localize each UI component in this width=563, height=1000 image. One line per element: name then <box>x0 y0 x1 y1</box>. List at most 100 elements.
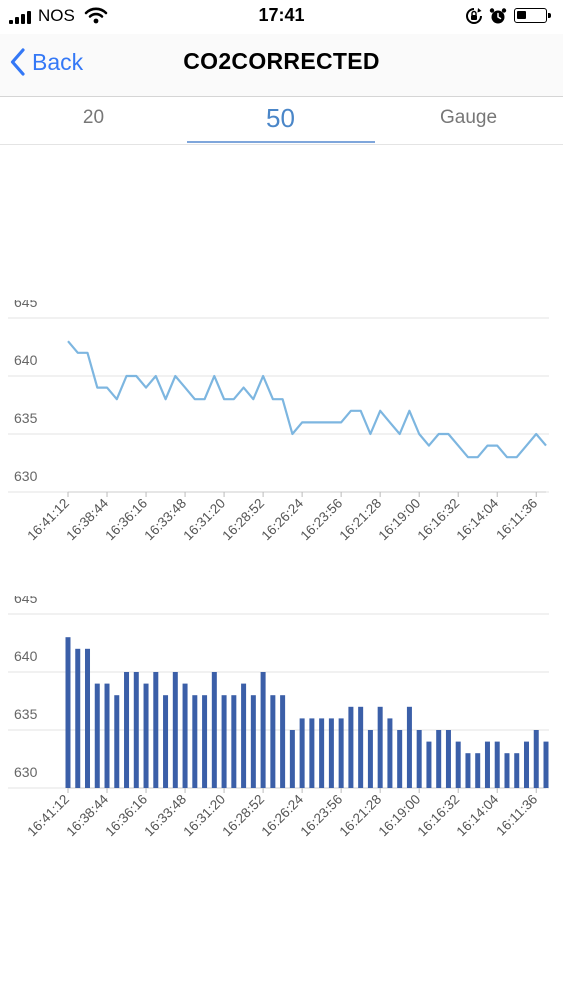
bar-chart-bar <box>475 753 481 788</box>
tab-20[interactable]: 20 <box>82 107 105 128</box>
bar-chart-bar <box>172 672 178 788</box>
bar-chart-bar <box>270 695 276 788</box>
bar-chart-bar <box>231 695 237 788</box>
bar-chart-bar <box>114 695 120 788</box>
status-time: 17:41 <box>258 5 305 25</box>
line-chart-x-tick-label: 16:23:56 <box>297 496 345 544</box>
bar-chart-bar <box>426 741 432 788</box>
line-chart-y-tick-label: 630 <box>14 468 38 484</box>
bar-chart-bar <box>182 683 188 788</box>
line-chart-x-tick-label: 16:36:16 <box>102 496 150 544</box>
bar-chart-bar <box>221 695 227 788</box>
line-chart-y-tick-label: 645 <box>14 300 38 310</box>
bar-chart-x-tick-label: 16:23:56 <box>297 792 345 840</box>
bar-chart-bar <box>455 741 461 788</box>
bar-chart-bar <box>211 672 217 788</box>
tab-gauge[interactable]: Gauge <box>439 107 498 128</box>
bar-chart-bar <box>328 718 334 788</box>
bar-chart-bar <box>543 741 549 788</box>
line-chart-x-tick-label: 16:11:36 <box>493 496 540 543</box>
bar-chart-bar <box>163 695 169 788</box>
battery-icon <box>514 8 551 23</box>
bar-chart-x-tick-label: 16:33:48 <box>141 792 189 840</box>
bar-chart-bar <box>75 648 81 788</box>
line-chart-series-line <box>67 340 547 459</box>
bar-chart-bar <box>367 730 373 788</box>
line-chart-x-tick-label: 16:26:24 <box>258 495 306 543</box>
bar-chart-bar <box>465 753 471 788</box>
bar-chart-bar <box>387 718 393 788</box>
status-bar: NOS 17:41 <box>0 0 563 34</box>
bar-chart-bar <box>65 637 71 788</box>
bar-chart-bar <box>338 718 344 788</box>
line-chart-x-tick-label: 16:16:32 <box>415 496 463 544</box>
bar-chart-bar <box>260 672 266 788</box>
bar-chart-bar <box>436 730 442 788</box>
line-chart-x-tick-label: 16:41:12 <box>24 496 72 544</box>
wifi-icon <box>84 6 108 29</box>
bar-chart-bar <box>348 706 354 788</box>
bar-chart-bar <box>309 718 315 788</box>
bar-chart-bar <box>85 648 91 788</box>
line-chart-y-tick-label: 640 <box>14 352 38 368</box>
bar-chart-bar <box>280 695 286 788</box>
bar-chart-x-tick-label: 16:26:24 <box>258 791 306 839</box>
back-label: Back <box>32 48 84 75</box>
bar-chart-bar <box>250 695 256 788</box>
back-button[interactable]: Back <box>10 44 83 80</box>
bar-chart-bar <box>494 741 500 788</box>
bar-chart-x-tick-label: 16:16:32 <box>415 792 463 840</box>
alarm-icon <box>489 7 507 30</box>
bar-chart-bar <box>484 741 490 788</box>
bar-chart-bar <box>104 683 110 788</box>
line-chart-x-tick-label: 16:38:44 <box>63 495 111 543</box>
line-chart-x-tick-label: 16:31:20 <box>180 496 228 544</box>
bar-chart-y-tick-label: 645 <box>14 596 38 606</box>
bar-chart-bar <box>289 730 295 788</box>
bar-chart-x-tick-label: 16:36:16 <box>102 792 150 840</box>
bar-chart-bar <box>202 695 208 788</box>
page-title: CO2CORRECTED <box>183 48 380 74</box>
bar-chart-x-tick-label: 16:21:28 <box>337 792 385 840</box>
bar-chart-bar <box>358 706 364 788</box>
bar-chart-bar <box>377 706 383 788</box>
carrier-name: NOS <box>38 6 75 25</box>
bar-chart-bar <box>153 672 159 788</box>
bar-chart-x-tick-label: 16:31:20 <box>180 792 228 840</box>
bar-chart-bar <box>416 730 422 788</box>
chevron-left-icon <box>10 48 25 76</box>
bar-chart-y-tick-label: 635 <box>14 706 38 722</box>
bar-chart-bar <box>406 706 412 788</box>
bar-chart-x-tick-label: 16:41:12 <box>24 792 72 840</box>
bar-chart-bar <box>523 741 529 788</box>
line-chart-x-tick-label: 16:33:48 <box>141 496 189 544</box>
bar-chart-bar <box>397 730 403 788</box>
tab-50[interactable]: 50 <box>266 103 295 133</box>
bar-chart-bar <box>133 672 139 788</box>
bar-chart-x-tick-label: 16:14:04 <box>454 791 502 839</box>
line-chart-x-tick-label: 16:28:52 <box>219 496 267 544</box>
bar-chart-x-tick-label: 16:38:44 <box>63 791 111 839</box>
line-chart-x-tick-label: 16:21:28 <box>337 496 385 544</box>
bar-chart-bar <box>533 730 539 788</box>
bar-chart-bar <box>504 753 510 788</box>
bar-chart-bar <box>514 753 520 788</box>
bar-chart-y-tick-label: 640 <box>14 648 38 664</box>
line-chart: 630 635 640 645 16:41:12 16:38:44 16:36:16 16:3… <box>0 300 563 590</box>
bar-chart-bar <box>192 695 198 788</box>
bar-chart-bar <box>143 683 149 788</box>
bar-chart-x-tick-label: 16:11:36 <box>493 792 540 839</box>
line-chart-y-tick-label: 635 <box>14 410 38 426</box>
navigation-bar: Back CO2CORRECTED <box>0 34 563 97</box>
bar-chart-x-tick-label: 16:19:00 <box>376 792 424 840</box>
bar-chart-bar <box>241 683 247 788</box>
bar-chart: 630 635 640 645 16:41:12 16:38:44 16:36:16 16:3… <box>0 596 563 886</box>
bar-chart-bar <box>124 672 130 788</box>
line-chart-x-tick-label: 16:14:04 <box>454 495 502 543</box>
bar-chart-bar <box>445 730 451 788</box>
bar-chart-y-tick-label: 630 <box>14 764 38 780</box>
rotation-lock-icon <box>465 7 483 30</box>
tab-bar: 20 50 Gauge <box>0 97 563 145</box>
bar-chart-bar <box>94 683 100 788</box>
bar-chart-x-tick-label: 16:28:52 <box>219 792 267 840</box>
